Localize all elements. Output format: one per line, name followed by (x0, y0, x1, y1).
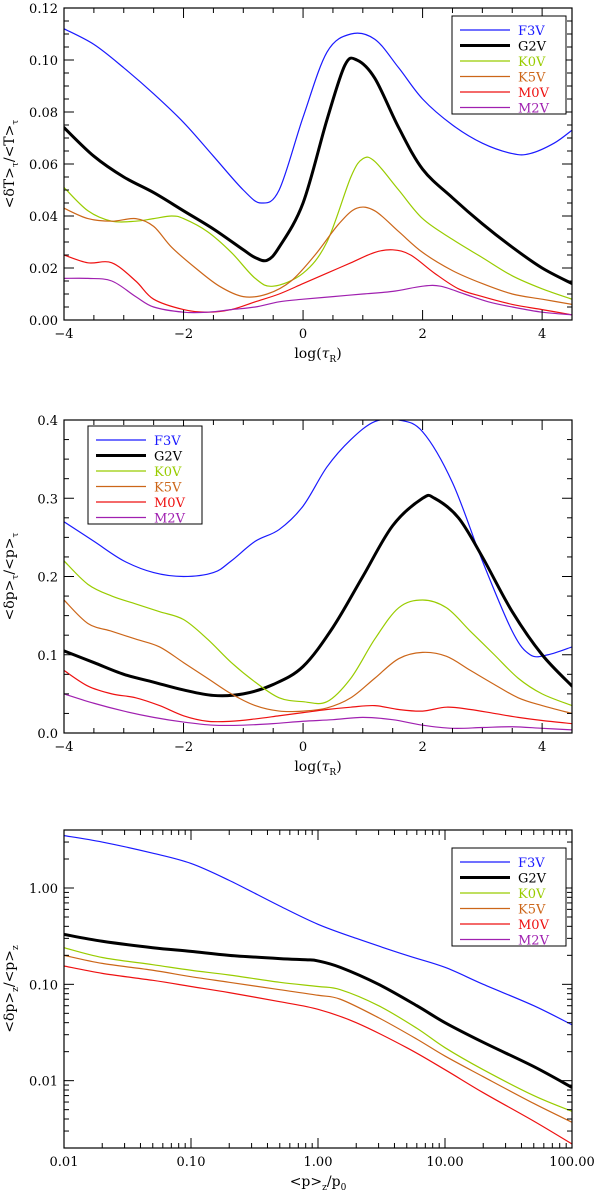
legend-label-k0v: K0V (154, 465, 182, 480)
y-axis-label: <δT>τ/<T>τ (2, 120, 21, 209)
legend-label-g2v: G2V (518, 872, 547, 887)
y-axis-label: <δp>z/<p>z (2, 945, 21, 1033)
series-line-k5v (64, 954, 572, 1123)
y-tick-label: 0.3 (37, 492, 58, 507)
series-lines (64, 834, 572, 1145)
y-tick-label: 0.0 (37, 727, 58, 742)
x-tick-label: 100.00 (549, 1155, 595, 1170)
legend-label-k0v: K0V (518, 55, 546, 70)
legend-label-k5v: K5V (154, 481, 182, 496)
x-tick-label: 2 (418, 327, 426, 342)
legend-label-k5v: K5V (518, 903, 546, 918)
x-tick-label: 1.00 (304, 1155, 333, 1170)
x-axis-label: <p>z/p0 (290, 1174, 347, 1193)
legend-label-f3v: F3V (154, 434, 181, 449)
legend-label-k0v: K0V (518, 887, 546, 902)
legend-label-m0v: M0V (518, 918, 550, 933)
legend-label-m0v: M0V (518, 86, 550, 101)
series-line-f3v (64, 420, 572, 658)
y-tick-label: 0.10 (29, 978, 58, 993)
y-tick-label: 0.04 (29, 210, 58, 225)
y-tick-label: 0.12 (29, 2, 58, 17)
legend-label-f3v: F3V (518, 24, 545, 39)
series-line-g2v (64, 932, 572, 1089)
series-lines (64, 28, 572, 316)
legend-box (87, 425, 203, 525)
ticks (63, 419, 573, 734)
panel-bottom-dp-z: 0.01 0.10 1.00 10.00 100.00 0.01 0.10 1.00 <p>z/… (2, 829, 595, 1193)
y-tick-label: 0.00 (29, 314, 58, 329)
x-tick-label: 0 (299, 740, 307, 755)
x-tick-label: 4 (538, 740, 546, 755)
series-line-f3v (64, 834, 572, 1026)
y-tick-label: 0.06 (29, 158, 58, 173)
legend-label-g2v: G2V (518, 40, 547, 55)
x-tick-label: −4 (54, 740, 73, 755)
legend-box (451, 15, 567, 115)
series-line-m0v (64, 965, 572, 1145)
series-line-f3v (64, 28, 572, 204)
x-tick-label: 2 (418, 740, 426, 755)
series-line-m0v (64, 249, 572, 316)
legend-label-m2v: M2V (518, 934, 550, 949)
y-tick-label: 0.01 (29, 1075, 58, 1090)
legend-label-k5v: K5V (518, 71, 546, 86)
legend-box (451, 847, 567, 947)
x-axis-label: log(τR) (294, 759, 341, 778)
legend-label-m0v: M0V (154, 496, 186, 511)
ticks (63, 829, 573, 1149)
x-tick-label: 0.01 (50, 1155, 79, 1170)
series-lines (64, 420, 572, 731)
series-line-k0v (64, 947, 572, 1112)
y-tick-label: 0.08 (29, 106, 58, 121)
series-line-k0v (64, 156, 572, 300)
x-axis-label: log(τR) (294, 346, 341, 365)
legend-label-m2v: M2V (518, 102, 550, 117)
panel-middle-dp-tau: −4 −2 0 2 4 0.0 0.1 0.2 0.3 0.4 log(τR) <δp>τ/<p>τ F… (2, 414, 573, 778)
y-tick-label: 0.02 (29, 262, 58, 277)
x-tick-label: 10.00 (426, 1155, 463, 1170)
series-line-g2v (64, 493, 572, 698)
x-tick-label: −2 (174, 327, 193, 342)
series-line-m0v (64, 669, 572, 725)
series-line-k5v (64, 599, 572, 715)
legend-label-f3v: F3V (518, 856, 545, 871)
series-line-g2v (64, 56, 572, 286)
y-tick-label: 1.00 (29, 882, 58, 897)
series-line-k0v (64, 560, 572, 707)
x-tick-label: −2 (174, 740, 193, 755)
x-tick-label: 4 (538, 327, 546, 342)
x-tick-label: 0 (299, 327, 307, 342)
y-tick-label: 0.2 (37, 571, 58, 586)
panel-top-dT: −4 −2 0 2 4 0.00 0.02 0.04 0.06 0.08 0.10 0.12 log(τ… (2, 2, 573, 365)
ticks (63, 7, 573, 321)
y-axis-label: <δp>τ/<p>τ (2, 533, 21, 621)
series-line-m2v (64, 693, 572, 731)
x-tick-label: −4 (54, 327, 73, 342)
x-tick-label: 0.10 (177, 1155, 206, 1170)
legend-label-g2v: G2V (154, 450, 183, 465)
series-line-k5v (64, 206, 572, 305)
series-line-m2v (64, 277, 572, 316)
y-tick-label: 0.1 (37, 649, 58, 664)
y-tick-label: 0.4 (37, 414, 58, 429)
legend-label-m2v: M2V (154, 512, 186, 527)
y-tick-label: 0.10 (29, 54, 58, 69)
